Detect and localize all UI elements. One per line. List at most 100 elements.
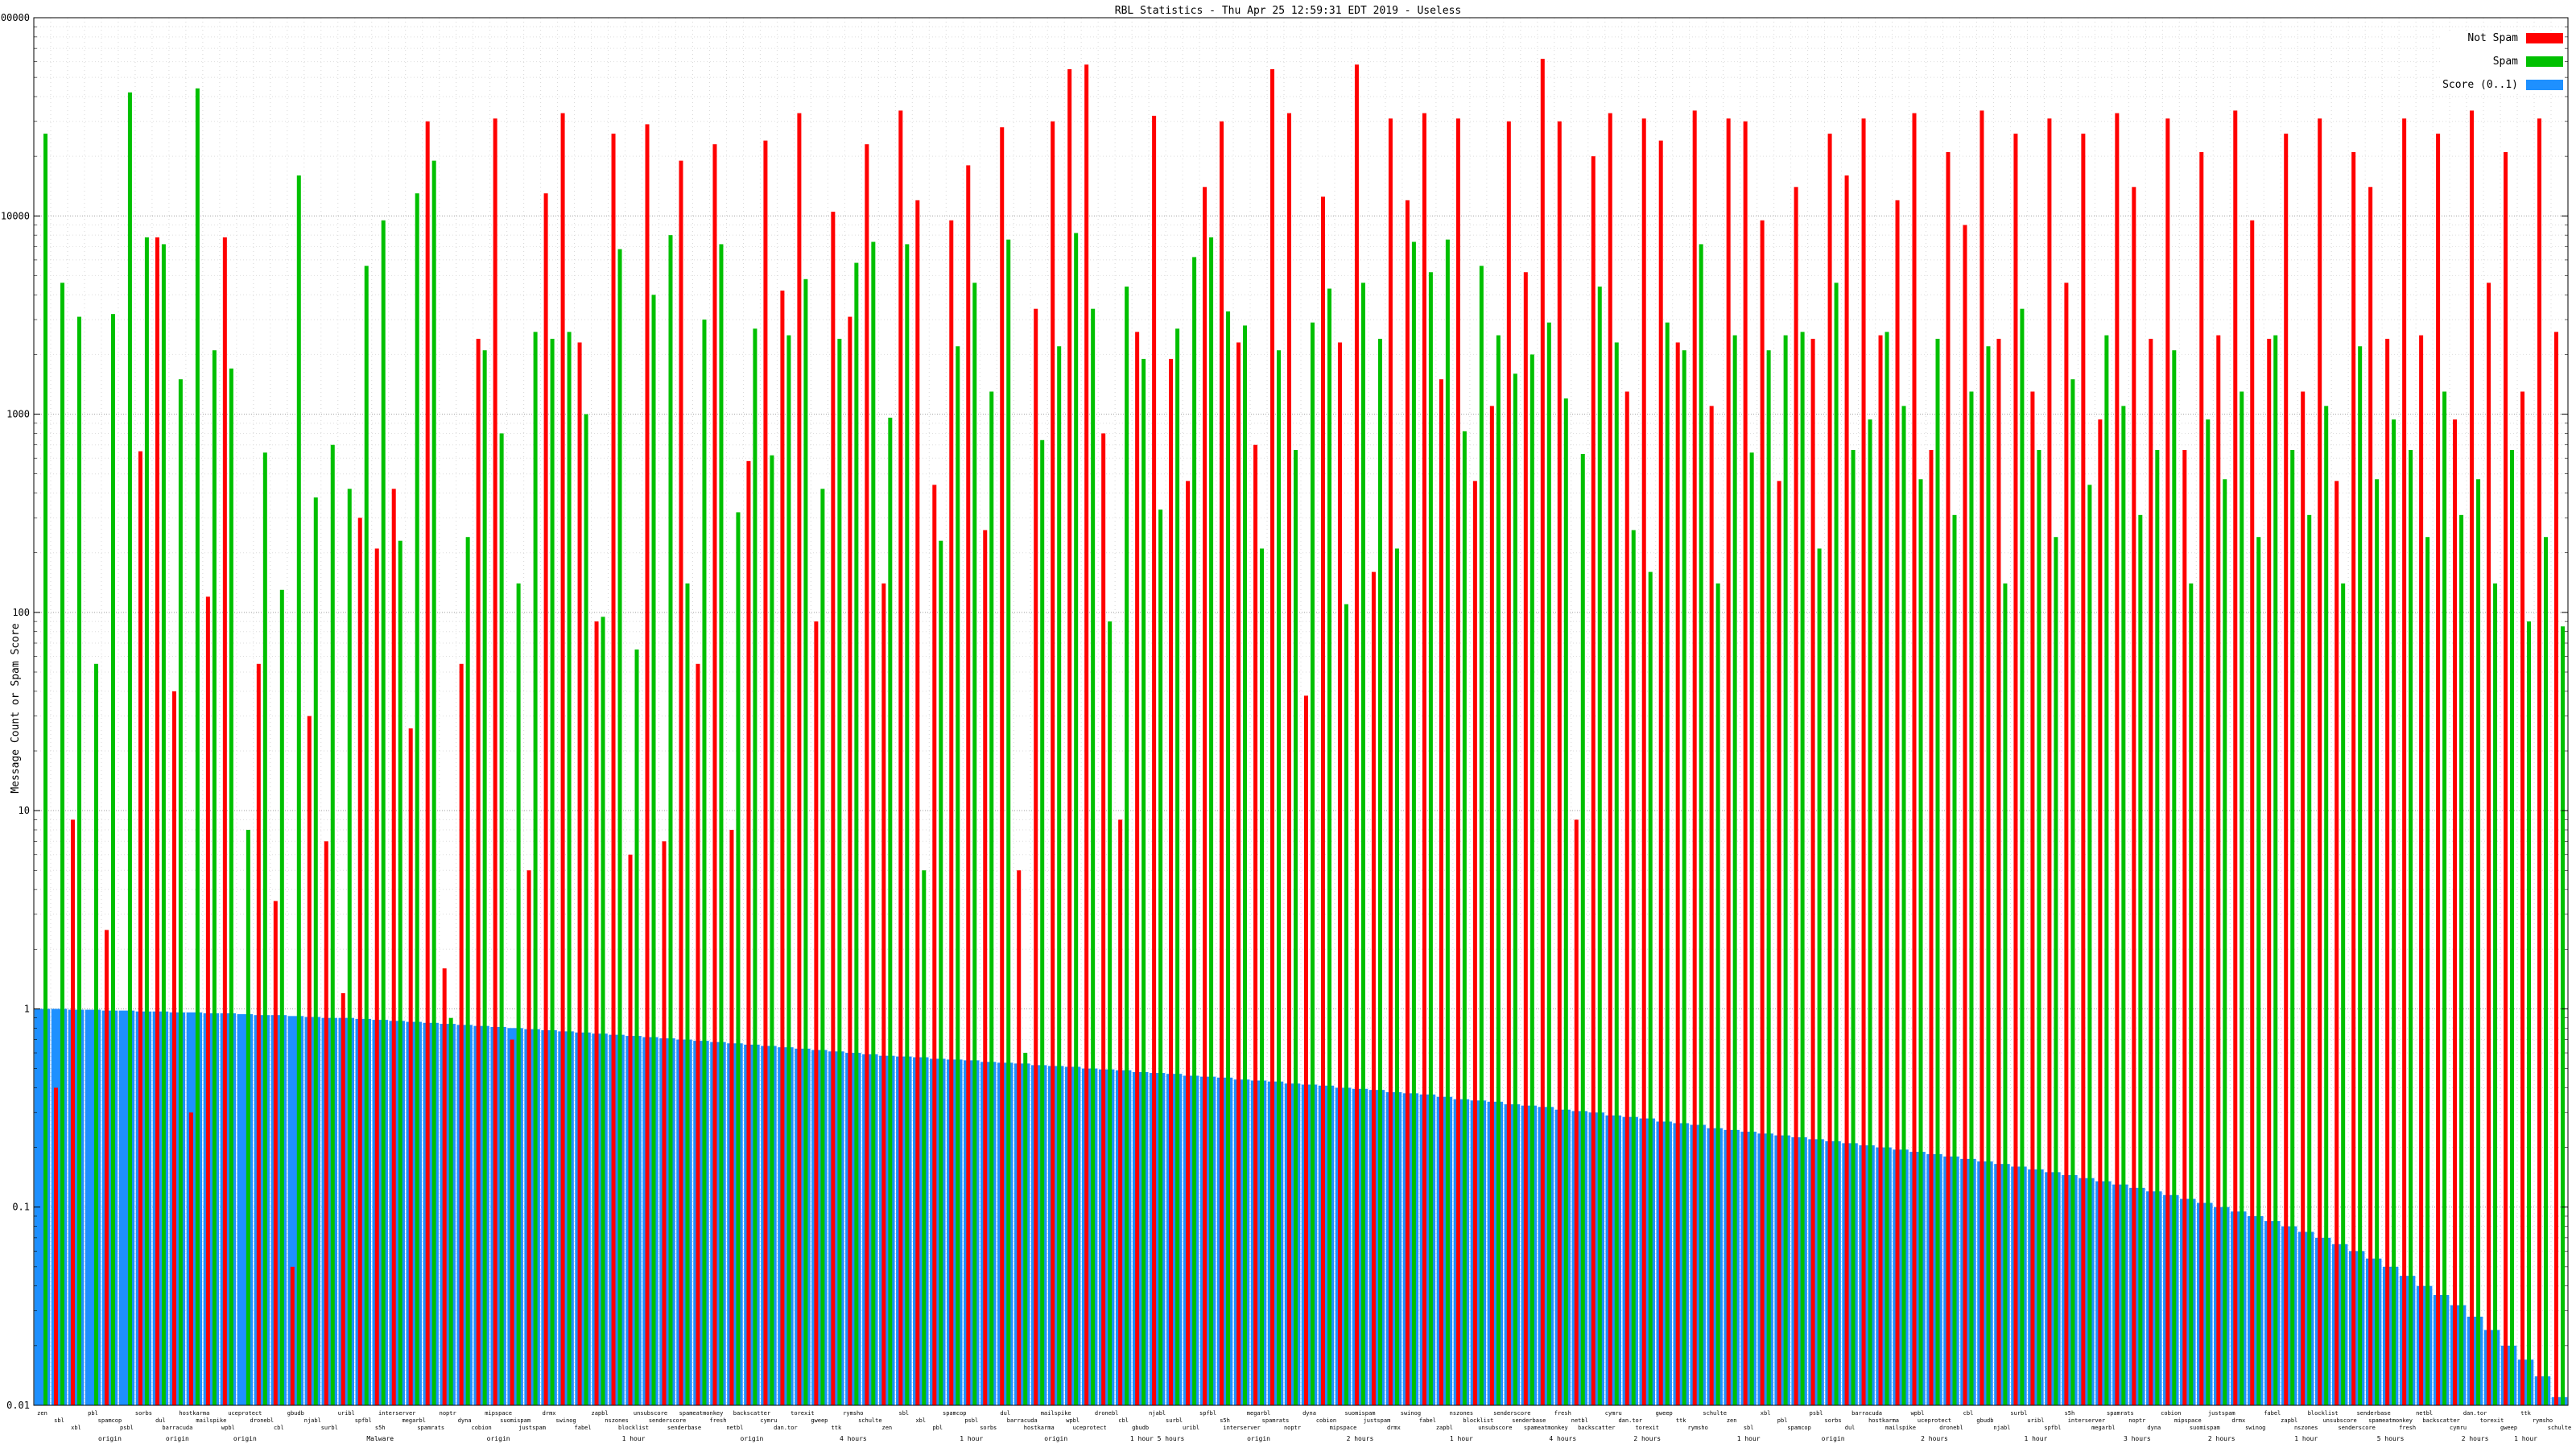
svg-text:megarbl: megarbl <box>1247 1410 1271 1417</box>
svg-text:hostkarma: hostkarma <box>1868 1417 1899 1424</box>
svg-text:swinog: swinog <box>2245 1425 2265 1431</box>
svg-text:cbl: cbl <box>274 1425 284 1431</box>
svg-text:cymru: cymru <box>2450 1425 2467 1431</box>
svg-text:blocklist: blocklist <box>1463 1417 1493 1424</box>
svg-text:interserver: interserver <box>1223 1425 1260 1431</box>
svg-text:barracuda: barracuda <box>1007 1417 1038 1424</box>
svg-text:s5h: s5h <box>1220 1417 1230 1424</box>
svg-text:sbl: sbl <box>898 1410 909 1417</box>
svg-text:origin: origin <box>233 1435 257 1442</box>
svg-text:fresh: fresh <box>1554 1410 1571 1417</box>
svg-text:nszones: nszones <box>605 1417 629 1424</box>
svg-text:xbl: xbl <box>915 1417 926 1424</box>
svg-text:0.1: 0.1 <box>12 1202 30 1213</box>
svg-text:spamrats: spamrats <box>1262 1417 1290 1424</box>
svg-text:ttk: ttk <box>2520 1410 2531 1417</box>
svg-text:torexit: torexit <box>791 1410 815 1417</box>
svg-text:2 hours: 2 hours <box>1347 1435 1374 1442</box>
svg-text:barracuda: barracuda <box>1852 1410 1882 1417</box>
svg-text:wpbl: wpbl <box>221 1425 235 1431</box>
svg-text:schulte: schulte <box>1703 1410 1727 1417</box>
svg-text:justspam: justspam <box>1364 1417 1391 1424</box>
svg-text:nszones: nszones <box>2294 1425 2318 1431</box>
svg-text:noptr: noptr <box>2128 1417 2145 1424</box>
svg-text:fresh: fresh <box>2399 1425 2416 1431</box>
svg-text:unsubscore: unsubscore <box>634 1410 667 1417</box>
svg-text:pbl: pbl <box>932 1425 943 1431</box>
svg-text:schulte: schulte <box>2548 1425 2572 1431</box>
svg-text:interserver: interserver <box>2068 1417 2105 1424</box>
svg-text:spamrats: spamrats <box>417 1425 444 1431</box>
svg-text:gbudb: gbudb <box>1976 1417 1993 1424</box>
svg-text:spfbl: spfbl <box>1199 1410 1216 1417</box>
svg-text:drmx: drmx <box>1387 1425 1401 1431</box>
legend-label-spam: Spam <box>2492 56 2518 68</box>
svg-text:mipspace: mipspace <box>485 1410 512 1417</box>
svg-text:spfbl: spfbl <box>2044 1425 2061 1431</box>
svg-text:2 hours: 2 hours <box>1921 1435 1948 1442</box>
svg-text:netbl: netbl <box>726 1425 743 1431</box>
svg-text:mipspace: mipspace <box>1330 1425 1357 1431</box>
svg-text:spameatmonkey: spameatmonkey <box>2368 1417 2413 1424</box>
svg-text:4 hours: 4 hours <box>840 1435 867 1442</box>
svg-text:unsubscore: unsubscore <box>2323 1417 2357 1424</box>
legend-swatch-spam <box>2526 56 2563 67</box>
svg-text:5 hours: 5 hours <box>2377 1435 2405 1442</box>
svg-text:origin: origin <box>166 1435 189 1442</box>
svg-text:1 hour: 1 hour <box>2294 1435 2318 1442</box>
svg-text:psbl: psbl <box>1810 1410 1823 1417</box>
svg-text:suomispam: suomispam <box>1344 1410 1375 1417</box>
svg-text:rymsho: rymsho <box>843 1410 863 1417</box>
svg-text:psbl: psbl <box>964 1417 978 1424</box>
svg-text:sbl: sbl <box>1744 1425 1754 1431</box>
svg-text:sorbs: sorbs <box>1825 1417 1842 1424</box>
svg-text:senderscore: senderscore <box>649 1417 686 1424</box>
svg-text:dul: dul <box>155 1417 166 1424</box>
svg-text:senderscore: senderscore <box>2338 1425 2375 1431</box>
svg-text:100: 100 <box>12 607 30 618</box>
svg-text:unsubscore: unsubscore <box>1478 1425 1512 1431</box>
svg-text:0.01: 0.01 <box>6 1400 30 1411</box>
svg-text:hostkarma: hostkarma <box>179 1410 209 1417</box>
svg-text:gbudb: gbudb <box>287 1410 304 1417</box>
svg-text:origin: origin <box>487 1435 510 1442</box>
svg-text:spamcop: spamcop <box>1787 1425 1811 1431</box>
svg-text:dan.tor: dan.tor <box>774 1425 798 1431</box>
svg-text:backscatter: backscatter <box>733 1410 770 1417</box>
svg-text:dan.tor: dan.tor <box>2463 1410 2487 1417</box>
svg-text:dyna: dyna <box>458 1417 472 1424</box>
svg-text:pbl: pbl <box>88 1410 98 1417</box>
svg-text:drmx: drmx <box>543 1410 556 1417</box>
svg-text:blocklist: blocklist <box>2308 1410 2339 1417</box>
svg-text:justspam: justspam <box>518 1425 546 1431</box>
svg-text:drmx: drmx <box>2231 1417 2245 1424</box>
svg-text:dyna: dyna <box>1302 1410 1316 1417</box>
svg-text:sorbs: sorbs <box>135 1410 152 1417</box>
svg-text:origin: origin <box>1247 1435 1270 1442</box>
svg-text:justspam: justspam <box>2208 1410 2235 1417</box>
svg-text:10: 10 <box>19 805 30 816</box>
svg-text:gweep: gweep <box>1656 1410 1673 1417</box>
svg-text:netbl: netbl <box>2416 1410 2433 1417</box>
svg-text:surbl: surbl <box>1166 1417 1183 1424</box>
svg-text:netbl: netbl <box>1571 1417 1588 1424</box>
svg-text:s5h: s5h <box>2065 1410 2075 1417</box>
svg-text:mipspace: mipspace <box>2174 1417 2202 1424</box>
svg-text:zen: zen <box>1727 1417 1737 1424</box>
svg-text:dyna: dyna <box>2147 1425 2161 1431</box>
svg-text:Malware: Malware <box>366 1435 394 1442</box>
svg-text:spameatmonkey: spameatmonkey <box>1524 1425 1568 1431</box>
svg-text:schulte: schulte <box>858 1417 882 1424</box>
svg-text:origin: origin <box>98 1435 122 1442</box>
svg-text:nszones: nszones <box>1450 1410 1474 1417</box>
svg-text:sbl: sbl <box>54 1417 64 1424</box>
svg-text:rymsho: rymsho <box>1688 1425 1708 1431</box>
svg-text:psbl: psbl <box>120 1425 134 1431</box>
svg-text:senderbase: senderbase <box>2357 1410 2391 1417</box>
svg-text:blocklist: blocklist <box>618 1425 649 1431</box>
svg-text:1 hour: 1 hour <box>622 1435 646 1442</box>
svg-text:uribl: uribl <box>338 1410 355 1417</box>
svg-text:dronebl: dronebl <box>1095 1410 1119 1417</box>
legend-label-score: Score (0..1) <box>2442 79 2518 91</box>
legend-item-spam: Spam <box>2493 56 2563 68</box>
